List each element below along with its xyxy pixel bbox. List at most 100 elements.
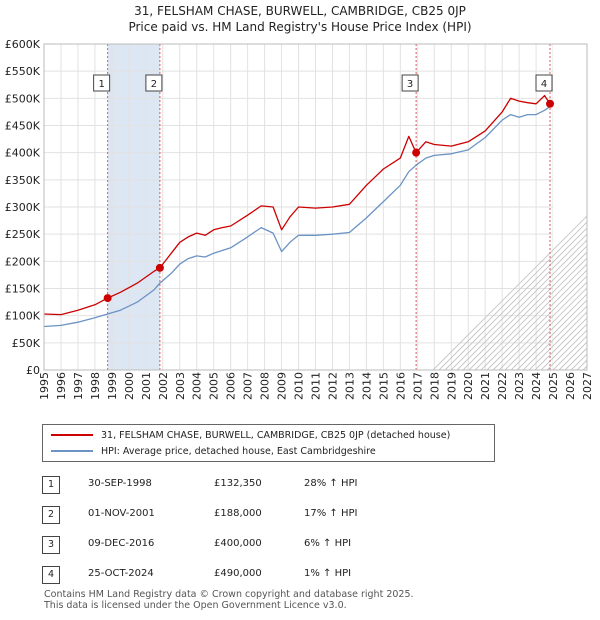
- sale-point: [412, 148, 421, 157]
- legend-label-property: 31, FELSHAM CHASE, BURWELL, CAMBRIDGE, C…: [101, 429, 451, 441]
- future-hatch-line: [510, 280, 600, 371]
- sale-hpi-diff: 6% ↑ HPI: [304, 538, 352, 549]
- sale-row: 3 09-DEC-2016 £400,000 6% ↑ HPI: [42, 536, 562, 554]
- future-hatch-line: [528, 298, 600, 371]
- legend-item-hpi: HPI: Average price, detached house, East…: [51, 443, 376, 459]
- x-tick-label: 2023: [513, 372, 526, 400]
- x-tick-label: 2011: [310, 372, 323, 400]
- sale-hpi-diff: 28% ↑ HPI: [304, 478, 358, 489]
- x-tick-label: 2009: [276, 372, 289, 400]
- sale-date: 25-OCT-2024: [88, 568, 154, 579]
- legend-swatch-property: [51, 434, 93, 436]
- sale-badge-box: [93, 74, 111, 92]
- x-tick-label: 2005: [208, 372, 221, 400]
- future-hatch-line: [492, 262, 600, 371]
- x-tick-label: 2022: [496, 372, 509, 400]
- y-tick-label: £350K: [5, 174, 41, 187]
- x-tick-label: 2002: [157, 372, 170, 400]
- x-tick-label: 2016: [394, 372, 407, 400]
- sale-hpi-diff: 17% ↑ HPI: [304, 508, 358, 519]
- future-hatch-line: [522, 292, 600, 371]
- sale-price: £490,000: [214, 568, 262, 579]
- sale-number-badge: 1: [42, 476, 60, 494]
- x-tick-label: 2027: [581, 372, 594, 400]
- y-tick-label: £500K: [5, 92, 41, 105]
- legend-item-property: 31, FELSHAM CHASE, BURWELL, CAMBRIDGE, C…: [51, 427, 450, 443]
- footer-licence: This data is licensed under the Open Gov…: [44, 600, 347, 611]
- legend-swatch-hpi: [51, 450, 93, 452]
- hpi-line: [43, 104, 554, 328]
- x-tick-label: 1995: [38, 372, 51, 400]
- sale-point: [155, 263, 164, 272]
- future-hatch-line: [498, 268, 600, 371]
- x-tick-label: 1998: [89, 372, 102, 400]
- y-tick-label: £150K: [5, 283, 41, 296]
- x-tick-label: 2006: [225, 372, 238, 400]
- future-hatch-line: [504, 274, 600, 371]
- x-tick-label: 2015: [377, 372, 390, 400]
- y-tick-label: £550K: [5, 65, 41, 78]
- sale-badge-label: 1: [98, 79, 104, 90]
- y-tick-label: £250K: [5, 228, 41, 241]
- footer: Contains HM Land Registry data © Crown c…: [44, 589, 414, 611]
- chart-subtitle: Price paid vs. HM Land Registry's House …: [128, 20, 472, 34]
- y-tick-label: £300K: [5, 201, 41, 214]
- future-hatch-line: [468, 238, 600, 371]
- x-tick-label: 2000: [123, 372, 136, 400]
- sale-date: 30-SEP-1998: [88, 478, 152, 489]
- x-tick-label: 1997: [72, 372, 85, 400]
- x-tick-label: 2007: [242, 372, 255, 400]
- x-tick-label: 2004: [191, 372, 204, 400]
- hatch-clip-right: [587, 34, 600, 380]
- future-hatch-line: [474, 244, 600, 371]
- sale-row: 2 01-NOV-2001 £188,000 17% ↑ HPI: [42, 506, 562, 524]
- sale-date: 09-DEC-2016: [88, 538, 155, 549]
- x-tick-label: 2003: [174, 372, 187, 400]
- y-tick-label: £50K: [12, 337, 41, 350]
- sale-number-badge: 2: [42, 506, 60, 524]
- y-tick-label: £200K: [5, 255, 41, 268]
- sale-badge-label: 3: [407, 79, 413, 90]
- future-hatch-line: [480, 250, 600, 371]
- sale-point: [546, 99, 555, 108]
- chart-title: 31, FELSHAM CHASE, BURWELL, CAMBRIDGE, C…: [134, 4, 466, 18]
- x-tick-label: 2020: [462, 372, 475, 400]
- future-hatch-line: [462, 232, 600, 371]
- sale-badge-box: [401, 74, 419, 92]
- future-hatch-line: [486, 256, 600, 371]
- x-tick-label: 2010: [293, 372, 306, 400]
- sale-number-badge: 4: [42, 566, 60, 584]
- x-tick-label: 2018: [428, 372, 441, 400]
- property-price-line: [43, 94, 554, 316]
- x-tick-label: 2001: [140, 372, 153, 400]
- sale-hpi-diff: 1% ↑ HPI: [304, 568, 352, 579]
- x-tick-label: 1999: [106, 372, 119, 400]
- future-hatch-line: [450, 220, 600, 371]
- y-tick-label: £400K: [5, 147, 41, 160]
- future-hatch-line: [516, 286, 600, 371]
- y-tick-label: £100K: [5, 310, 41, 323]
- y-tick-label: £0: [26, 364, 40, 377]
- x-tick-label: 2026: [564, 372, 577, 400]
- sale-date: 01-NOV-2001: [88, 508, 155, 519]
- future-hatch-line: [444, 214, 600, 371]
- footer-copyright: Contains HM Land Registry data © Crown c…: [44, 589, 414, 600]
- future-hatch-line: [456, 226, 600, 371]
- x-tick-label: 2014: [360, 372, 373, 400]
- future-region: [553, 44, 587, 370]
- sale-price: £400,000: [214, 538, 262, 549]
- y-tick-label: £450K: [5, 120, 41, 133]
- sale-point: [103, 294, 112, 303]
- x-tick-label: 2019: [445, 372, 458, 400]
- x-tick-label: 2024: [530, 372, 543, 400]
- legend: 31, FELSHAM CHASE, BURWELL, CAMBRIDGE, C…: [42, 424, 495, 462]
- sale-number-badge: 3: [42, 536, 60, 554]
- sale-row: 4 25-OCT-2024 £490,000 1% ↑ HPI: [42, 566, 562, 584]
- x-tick-label: 1996: [55, 372, 68, 400]
- sale-price: £188,000: [214, 508, 262, 519]
- x-tick-label: 2021: [479, 372, 492, 400]
- x-tick-label: 2012: [326, 372, 339, 400]
- x-tick-label: 2008: [259, 372, 272, 400]
- price-chart: 1 2 3 4 1995 1996 1997 1998 1999 2000 2001 2002 200…: [4, 34, 600, 400]
- sale-price: £132,350: [214, 478, 262, 489]
